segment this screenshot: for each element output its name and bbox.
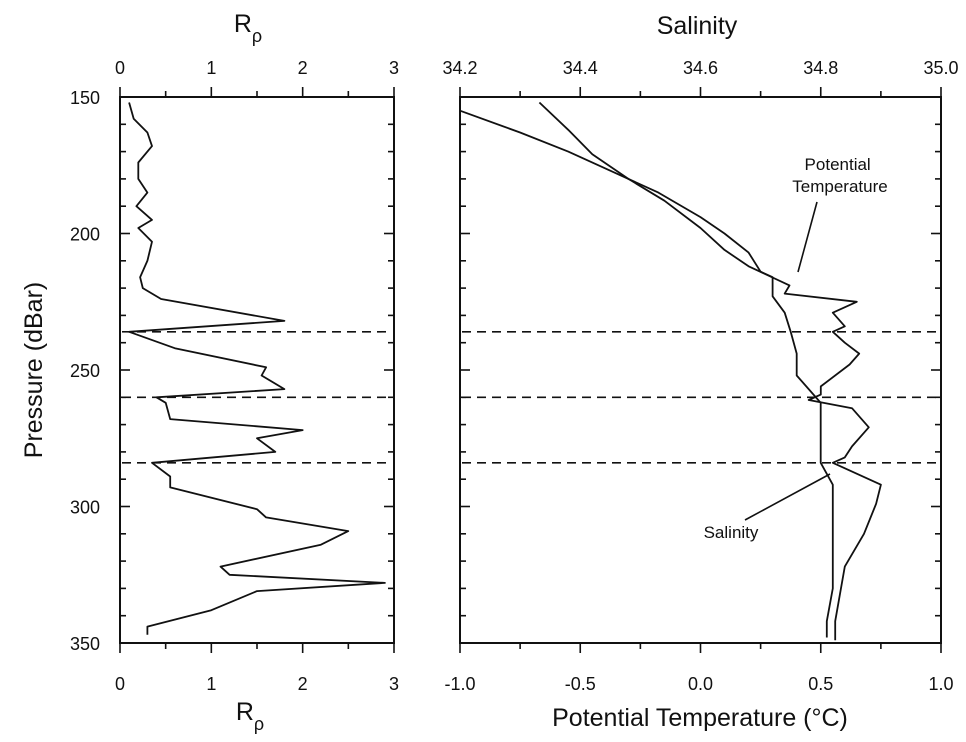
y-tick-label: 250: [70, 361, 100, 381]
temperature-tick-label: 0.5: [808, 674, 833, 694]
rrho-bottom-tick-label: 2: [298, 674, 308, 694]
potential-temperature-annotation: Potential Temperature: [792, 155, 887, 196]
salinity-tick-label: 34.8: [803, 58, 838, 78]
salinity-tick-label: 34.2: [442, 58, 477, 78]
y-tick-label: 200: [70, 225, 100, 245]
salinity-tick-label: 35.0: [923, 58, 958, 78]
rrho-bottom-tick-label: 0: [115, 674, 125, 694]
rrho-top-axis-title: Rρ: [234, 10, 262, 46]
rrho-top-tick-label: 2: [298, 58, 308, 78]
potential-temperature-series-line: [538, 101, 882, 641]
temperature-tick-label: 1.0: [928, 674, 953, 694]
y-tick-label: 350: [70, 634, 100, 654]
rrho-bottom-tick-label: 3: [389, 674, 399, 694]
rrho-bottom-tick-label: 1: [206, 674, 216, 694]
temperature-tick-label: 0.0: [688, 674, 713, 694]
y-axis-title: Pressure (dBar): [20, 282, 48, 458]
rrho-top-tick-label: 1: [206, 58, 216, 78]
rrho-bottom-axis-title: Rρ: [236, 698, 264, 734]
salinity-axis-title: Salinity: [657, 12, 738, 40]
potential-temperature-leader-line: [797, 201, 818, 273]
salinity-annotation: Salinity: [704, 523, 759, 542]
salinity-series-line: [459, 109, 834, 638]
temperature-tick-label: -0.5: [565, 674, 596, 694]
rrho-top-tick-label: 3: [389, 58, 399, 78]
rrho-series-line: [128, 102, 386, 635]
y-tick-label: 300: [70, 498, 100, 518]
salinity-leader-line: [744, 473, 831, 521]
salinity-tick-label: 34.6: [683, 58, 718, 78]
rrho-top-tick-label: 0: [115, 58, 125, 78]
rrho-plot-frame: [119, 96, 395, 644]
y-tick-label: 150: [70, 88, 100, 108]
temperature-tick-label: -1.0: [444, 674, 475, 694]
potential-temperature-axis-title: Potential Temperature (°C): [552, 704, 848, 732]
chart-marks: 150 200 250 300 350 0 0 1 1 2 2 3 3 34.2 34.4 34.6 34.8 3…: [70, 58, 959, 694]
salinity-tick-label: 34.4: [563, 58, 598, 78]
